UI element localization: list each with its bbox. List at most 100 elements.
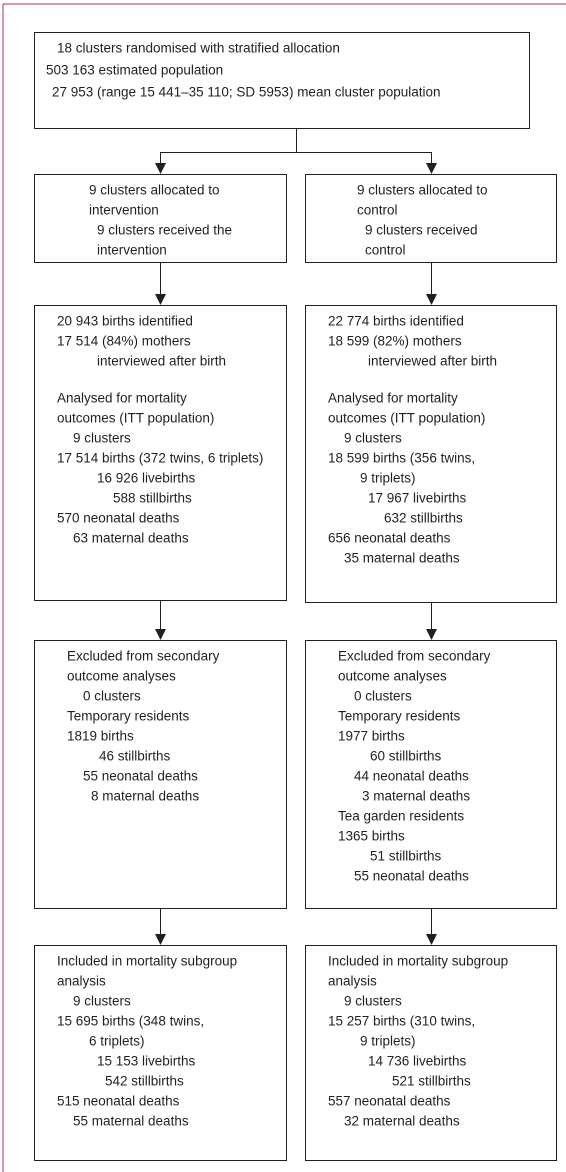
box-line: 1365 births [338, 829, 405, 844]
box-frame [34, 945, 287, 1161]
connectors [155, 128, 437, 945]
box-line: 55 neonatal deaths [83, 769, 198, 784]
box-line: 20 943 births identified [57, 314, 193, 329]
box-line: Excluded from secondary [67, 649, 220, 664]
box-frame [34, 305, 287, 601]
flow-box: Included in mortality subgroup analysis 9 … [305, 945, 557, 1161]
flow-box: 22 774 births identified 18 599 (82%) mot… [305, 305, 557, 603]
box-line: 9 clusters [344, 994, 402, 1009]
box-line: 1977 births [338, 729, 405, 744]
box-line: 18 599 (82%) mothers [328, 334, 462, 349]
box-line: 51 stillbirths [370, 849, 442, 864]
box-line: interviewed after birth [97, 354, 226, 369]
box-line: interviewed after birth [368, 354, 497, 369]
flow-box: Included in mortality subgroup analysis 9 … [34, 945, 287, 1161]
flow-box: 18 clusters randomised with stratified a… [34, 32, 530, 129]
box-line: 55 maternal deaths [73, 1114, 189, 1129]
box-line: 46 stillbirths [99, 749, 171, 764]
box-line: 15 695 births (348 twins, [57, 1014, 204, 1029]
box-line: 9 clusters allocated to [89, 183, 220, 198]
box-line: outcome analyses [67, 669, 176, 684]
box-line: 8 maternal deaths [91, 789, 199, 804]
box-line: 0 clusters [83, 689, 141, 704]
box-line: Excluded from secondary [338, 649, 491, 664]
box-line: 27 953 (range 15 441–35 110; SD 5953) me… [52, 85, 441, 100]
box-line: intervention [89, 203, 159, 218]
flow-box: 20 943 births identified 17 514 (84%) mot… [34, 305, 287, 601]
box-line: 35 maternal deaths [344, 551, 460, 566]
box-line: 588 stillbirths [113, 491, 192, 506]
box-line: 32 maternal deaths [344, 1114, 460, 1129]
box-line: 570 neonatal deaths [57, 511, 180, 526]
box-line: outcome analyses [338, 669, 447, 684]
box-line: Analysed for mortality [328, 391, 458, 406]
box-line: 18 clusters randomised with stratified a… [57, 41, 340, 56]
arrowhead [426, 629, 437, 640]
flow-box: Excluded from secondary outcome analyses 0… [34, 640, 287, 909]
box-line: 0 clusters [354, 689, 412, 704]
arrowhead [426, 294, 437, 305]
box-line: 22 774 births identified [328, 314, 464, 329]
box-line: intervention [97, 243, 167, 258]
box-line: 515 neonatal deaths [57, 1094, 180, 1109]
box-line: 632 stillbirths [384, 511, 463, 526]
box-frame [34, 174, 287, 263]
flow-box: Excluded from secondary outcome analyses 0… [305, 640, 557, 909]
box-frame [305, 305, 557, 603]
box-line: 503 163 estimated population [46, 63, 223, 78]
box-line: 14 736 livebirths [368, 1054, 467, 1069]
box-line: 6 triplets) [89, 1034, 145, 1049]
box-line: Tea garden residents [338, 809, 464, 824]
box-line: 9 triplets) [360, 1034, 416, 1049]
box-line: 16 926 livebirths [97, 471, 196, 486]
box-frame [305, 640, 557, 909]
box-line: 17 514 (84%) mothers [57, 334, 191, 349]
box-line: 521 stillbirths [392, 1074, 471, 1089]
box-line: 18 599 births (356 twins, [328, 451, 475, 466]
box-line: outcomes (ITT population) [328, 411, 485, 426]
box-line: control [357, 203, 398, 218]
box-line: 17 514 births (372 twins, 6 triplets) [57, 451, 263, 466]
box-line: 9 clusters [344, 431, 402, 446]
box-line: Included in mortality subgroup [57, 954, 237, 969]
box-frame [305, 174, 557, 263]
box-line: 63 maternal deaths [73, 531, 189, 546]
box-line: 9 clusters received [365, 223, 478, 238]
boxes: 18 clusters randomised with stratified a… [34, 32, 557, 1161]
box-line: 3 maternal deaths [362, 789, 470, 804]
box-line: 9 clusters received the [97, 223, 232, 238]
box-frame [34, 32, 530, 129]
box-line: analysis [328, 974, 377, 989]
box-line: 60 stillbirths [370, 749, 442, 764]
arrowhead [155, 294, 166, 305]
box-line: 557 neonatal deaths [328, 1094, 451, 1109]
box-line: Analysed for mortality [57, 391, 187, 406]
box-line: analysis [57, 974, 106, 989]
arrowhead [155, 934, 166, 945]
box-line: 9 clusters [73, 431, 131, 446]
box-frame [34, 640, 287, 909]
box-line: 15 153 livebirths [97, 1054, 196, 1069]
box-line: Temporary residents [338, 709, 461, 724]
box-line: 1819 births [67, 729, 134, 744]
box-line: 9 clusters allocated to [357, 183, 488, 198]
box-line: 55 neonatal deaths [354, 869, 469, 884]
arrowhead [155, 163, 166, 174]
box-line: 17 967 livebirths [368, 491, 467, 506]
arrowhead [426, 163, 437, 174]
flow-box: 9 clusters allocated to intervention 9 clu… [34, 174, 287, 263]
box-line: Temporary residents [67, 709, 190, 724]
box-frame [305, 945, 557, 1161]
box-line: 9 triplets) [360, 471, 416, 486]
box-line: outcomes (ITT population) [57, 411, 214, 426]
box-line: 542 stillbirths [105, 1074, 184, 1089]
box-line: Included in mortality subgroup [328, 954, 508, 969]
box-line: 656 neonatal deaths [328, 531, 451, 546]
arrowhead [155, 629, 166, 640]
flow-box: 9 clusters allocated to control 9 clusters… [305, 174, 557, 263]
box-line: control [365, 243, 406, 258]
box-line: 15 257 births (310 twins, [328, 1014, 475, 1029]
arrowhead [426, 934, 437, 945]
